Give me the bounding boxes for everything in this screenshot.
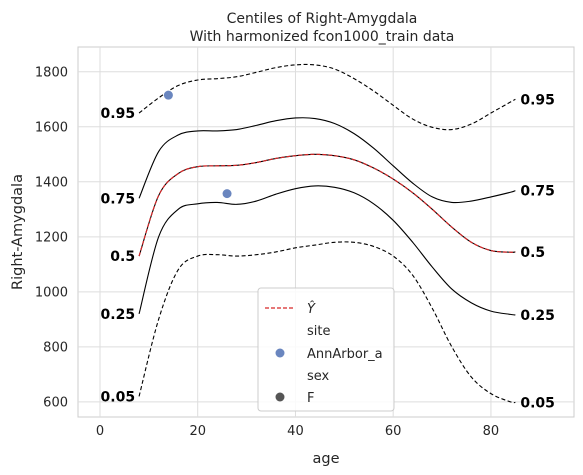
centile-label-left: 0.25 — [101, 307, 136, 323]
centile-label-left: 0.75 — [101, 191, 136, 207]
centile-curve-0-95 — [138, 63, 516, 131]
y-tick-label: 600 — [43, 395, 68, 410]
x-tick-label: 80 — [483, 424, 500, 439]
centile-label-right: 0.5 — [520, 245, 545, 261]
centile-label-left: 0.95 — [101, 106, 136, 122]
data-point — [222, 189, 232, 199]
centile-curves — [138, 63, 516, 404]
legend-site-title: site — [307, 324, 330, 339]
centile-label-right: 0.05 — [520, 395, 555, 411]
legend-site-entry: AnnArbor_a — [307, 347, 383, 362]
y-tick-label: 1400 — [35, 175, 68, 190]
data-point — [163, 90, 173, 100]
x-tick-label: 20 — [189, 424, 206, 439]
centile-label-left: 0.05 — [101, 389, 136, 405]
y-tick-label: 1000 — [35, 285, 68, 300]
x-tick-label: 0 — [96, 424, 104, 439]
y-tick-label: 1200 — [35, 230, 68, 245]
centile-label-left: 0.5 — [110, 249, 135, 265]
legend: Ŷ site AnnArbor_a sex F — [257, 287, 395, 412]
chart-subtitle: With harmonized fcon1000_train data — [190, 29, 455, 45]
tick-labels: 0 20 40 60 80 600 800 1000 1200 1400 1600 1800 — [35, 65, 499, 439]
x-axis-label: age — [312, 451, 339, 467]
x-tick-label: 40 — [287, 424, 304, 439]
x-tick-label: 60 — [385, 424, 402, 439]
centile-label-right: 0.95 — [520, 92, 555, 108]
centile-curve-0-25 — [138, 185, 516, 316]
centile-curve-0-05 — [138, 241, 516, 404]
y-tick-label: 1600 — [35, 120, 68, 135]
chart-title: Centiles of Right-Amygdala — [227, 11, 418, 27]
yhat-line — [138, 153, 516, 257]
y-axis-label: Right-Amygdala — [10, 174, 26, 290]
legend-sex-entry: F — [307, 391, 314, 406]
data-points — [163, 90, 232, 199]
legend-site-marker — [275, 348, 285, 358]
y-tick-label: 1800 — [35, 65, 68, 80]
legend-sex-marker — [275, 392, 285, 402]
grid-lines — [78, 47, 574, 417]
legend-yhat-label: Ŷ — [307, 301, 316, 317]
centile-label-right: 0.75 — [520, 184, 555, 200]
y-tick-label: 800 — [43, 340, 68, 355]
legend-sex-title: sex — [307, 369, 330, 384]
centile-labels: 0.05 0.05 0.25 0.25 0.5 0.5 0.75 0.75 0.95 0.95 — [101, 92, 555, 411]
centile-curve-0-75 — [138, 117, 516, 204]
centile-label-right: 0.25 — [520, 308, 555, 324]
legend-box — [257, 287, 395, 412]
